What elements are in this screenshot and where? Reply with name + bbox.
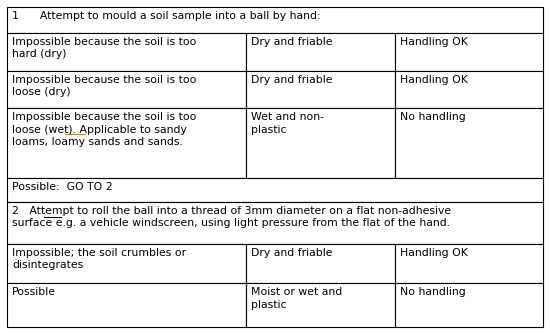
Text: Impossible because the soil is too
loose (wet). Applicable to sandy
loams, loamy: Impossible because the soil is too loose… bbox=[12, 112, 196, 147]
Text: 1      Attempt to mould a soil sample into a ball by hand:: 1 Attempt to mould a soil sample into a … bbox=[12, 11, 321, 21]
Bar bbox=[394, 283, 543, 327]
Text: Possible:  GO TO 2: Possible: GO TO 2 bbox=[12, 182, 113, 192]
Text: 2   Attempt to roll the ball into a thread of 3mm diameter on a flat non-adhesiv: 2 Attempt to roll the ball into a thread… bbox=[12, 206, 451, 228]
Bar bbox=[245, 108, 394, 178]
Text: Handling OK: Handling OK bbox=[399, 74, 468, 85]
Bar bbox=[394, 108, 543, 178]
Text: Impossible because the soil is too
loose (dry): Impossible because the soil is too loose… bbox=[12, 74, 196, 97]
Text: No handling: No handling bbox=[399, 287, 465, 297]
Bar bbox=[7, 178, 543, 202]
Text: Moist or wet and
plastic: Moist or wet and plastic bbox=[250, 287, 342, 310]
Bar bbox=[7, 202, 543, 243]
Bar bbox=[7, 108, 245, 178]
Bar bbox=[394, 33, 543, 70]
Text: Handling OK: Handling OK bbox=[399, 247, 468, 258]
Text: Dry and friable: Dry and friable bbox=[250, 74, 332, 85]
Bar bbox=[394, 70, 543, 108]
Bar bbox=[245, 33, 394, 70]
Bar bbox=[7, 283, 245, 327]
Bar bbox=[7, 243, 245, 283]
Bar bbox=[245, 70, 394, 108]
Bar bbox=[7, 70, 245, 108]
Text: Handling OK: Handling OK bbox=[399, 37, 468, 47]
Text: Wet and non-
plastic: Wet and non- plastic bbox=[250, 112, 323, 135]
Bar bbox=[245, 283, 394, 327]
Bar bbox=[7, 33, 245, 70]
Text: Dry and friable: Dry and friable bbox=[250, 37, 332, 47]
Bar bbox=[7, 7, 543, 33]
Bar bbox=[394, 243, 543, 283]
Text: No handling: No handling bbox=[399, 112, 465, 122]
Text: Dry and friable: Dry and friable bbox=[250, 247, 332, 258]
Text: Possible: Possible bbox=[12, 287, 56, 297]
Text: Impossible; the soil crumbles or
disintegrates: Impossible; the soil crumbles or disinte… bbox=[12, 247, 186, 270]
Bar bbox=[245, 243, 394, 283]
Text: Impossible because the soil is too
hard (dry): Impossible because the soil is too hard … bbox=[12, 37, 196, 59]
